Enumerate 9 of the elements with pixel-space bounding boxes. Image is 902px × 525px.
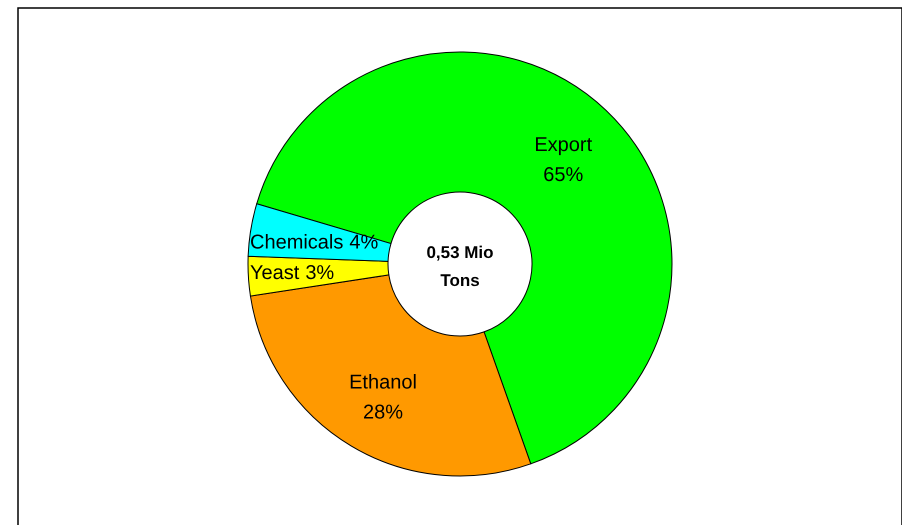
data-label: 28%	[362, 402, 404, 424]
slice-label: Yeast	[250, 262, 300, 284]
slice-label: Ethanol	[349, 372, 417, 394]
slice-label: Export	[534, 134, 593, 156]
data-label: 65%	[543, 164, 584, 186]
data-label: 3%	[305, 262, 334, 284]
data-label: 4%	[349, 231, 378, 254]
text: 0,53 Mio Tons	[426, 243, 494, 290]
slice-label: Chemicals	[250, 231, 344, 254]
